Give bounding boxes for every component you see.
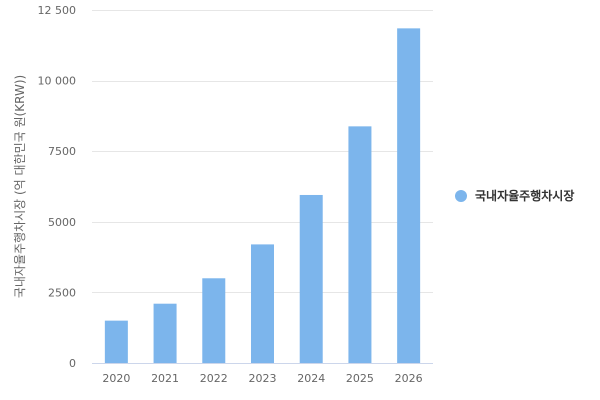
legend-marker — [455, 189, 467, 202]
x-tick-label: 2026 — [395, 372, 423, 385]
y-tick-label: 0 — [69, 357, 76, 370]
bar-2025[interactable] — [348, 126, 372, 363]
x-tick-label: 2025 — [346, 372, 374, 385]
bar-2022[interactable] — [202, 278, 226, 363]
y-tick-label: 7500 — [48, 145, 76, 158]
x-tick-label: 2022 — [200, 372, 228, 385]
y-tick-label: 2500 — [48, 286, 76, 299]
bar-2026[interactable] — [397, 28, 421, 364]
x-tick-label: 2023 — [249, 372, 277, 385]
legend-label: 국내자율주행차시장 — [475, 189, 575, 203]
bar-2023[interactable] — [251, 244, 274, 363]
y-tick-label: 12 500 — [38, 4, 77, 17]
bar-2020[interactable] — [104, 320, 128, 363]
bar-2021[interactable] — [153, 303, 177, 363]
gridlines — [92, 10, 433, 293]
y-axis-ticks: 0 2500 5000 7500 10 000 12 500 — [38, 4, 77, 370]
y-tick-label: 5000 — [48, 216, 76, 229]
bar-2024[interactable] — [299, 194, 323, 363]
y-tick-label: 10 000 — [38, 75, 77, 88]
x-tick-label: 2024 — [297, 372, 325, 385]
x-tick-label: 2021 — [151, 372, 179, 385]
x-axis-ticks: 2020 2021 2022 2023 2024 2025 2026 — [102, 372, 422, 385]
bar-series — [104, 28, 421, 364]
x-tick-label: 2020 — [102, 372, 130, 385]
y-axis-title: 국내자율주행차시장 (억 대한민국 원(KRW)) — [12, 75, 27, 298]
legend[interactable]: 국내자율주행차시장 — [455, 187, 574, 204]
